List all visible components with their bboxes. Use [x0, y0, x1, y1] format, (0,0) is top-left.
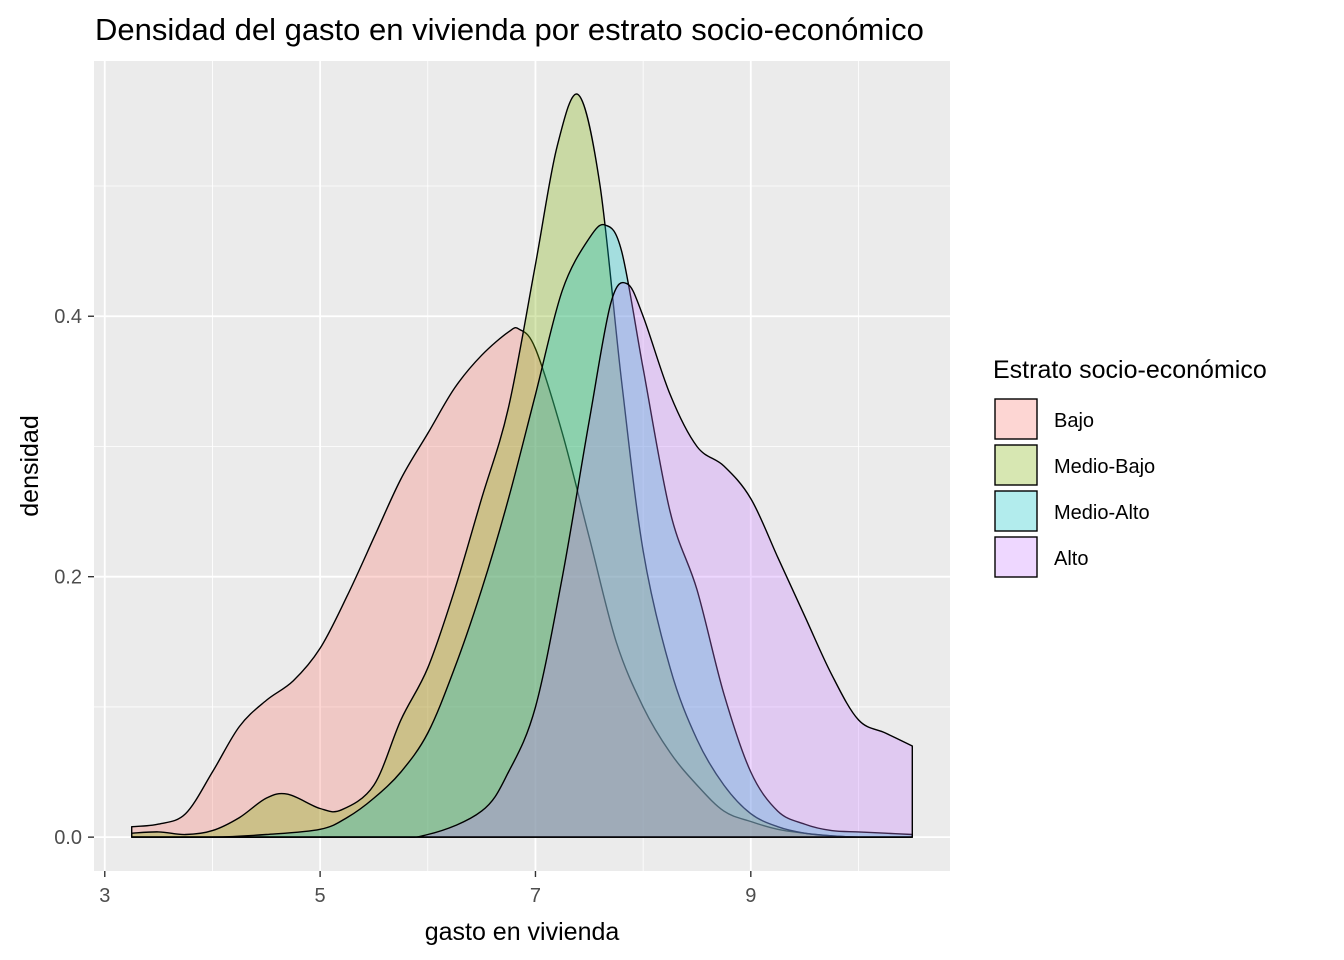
legend-key-background — [994, 398, 1038, 440]
x-axis: 3 5 7 9 — [99, 871, 756, 907]
x-tick-label: 3 — [99, 885, 110, 907]
x-tick-label: 7 — [530, 885, 541, 907]
legend-key-background — [994, 444, 1038, 486]
y-axis: 0.0 0.2 0.4 — [54, 306, 94, 849]
legend-label: Medio-Bajo — [1054, 456, 1155, 478]
density-area-medio-bajo — [131, 93, 913, 838]
y-tick-label: 0.4 — [54, 306, 82, 328]
legend: Estrato socio-económico Bajo Medio-Bajo Me… — [993, 356, 1267, 578]
y-tick-label: 0.2 — [54, 567, 82, 589]
x-tick-label: 5 — [315, 885, 326, 907]
x-axis-title: gasto en vivienda — [425, 918, 620, 946]
density-area-alto — [131, 281, 913, 839]
legend-swatch-bajo — [994, 398, 1038, 440]
density-area-bajo — [131, 326, 913, 838]
legend-items: Bajo Medio-Bajo Medio-Alto Alto — [994, 398, 1155, 578]
plot-panel — [94, 61, 950, 871]
density-area-medio-alto — [131, 223, 913, 839]
legend-label: Medio-Alto — [1054, 502, 1150, 524]
legend-label: Alto — [1054, 548, 1088, 570]
legend-swatch-medio-alto — [994, 490, 1038, 532]
legend-title: Estrato socio-económico — [993, 356, 1267, 384]
legend-swatch-medio-bajo — [994, 444, 1038, 486]
legend-key-background — [994, 490, 1038, 532]
y-axis-title: densidad — [16, 415, 44, 516]
legend-label: Bajo — [1054, 410, 1094, 432]
x-tick-label: 9 — [745, 885, 756, 907]
density-areas — [131, 93, 913, 839]
chart-title: Densidad del gasto en vivienda por estra… — [95, 12, 924, 47]
legend-swatch-alto — [994, 536, 1038, 578]
y-tick-label: 0.0 — [54, 827, 82, 849]
legend-key-background — [994, 536, 1038, 578]
